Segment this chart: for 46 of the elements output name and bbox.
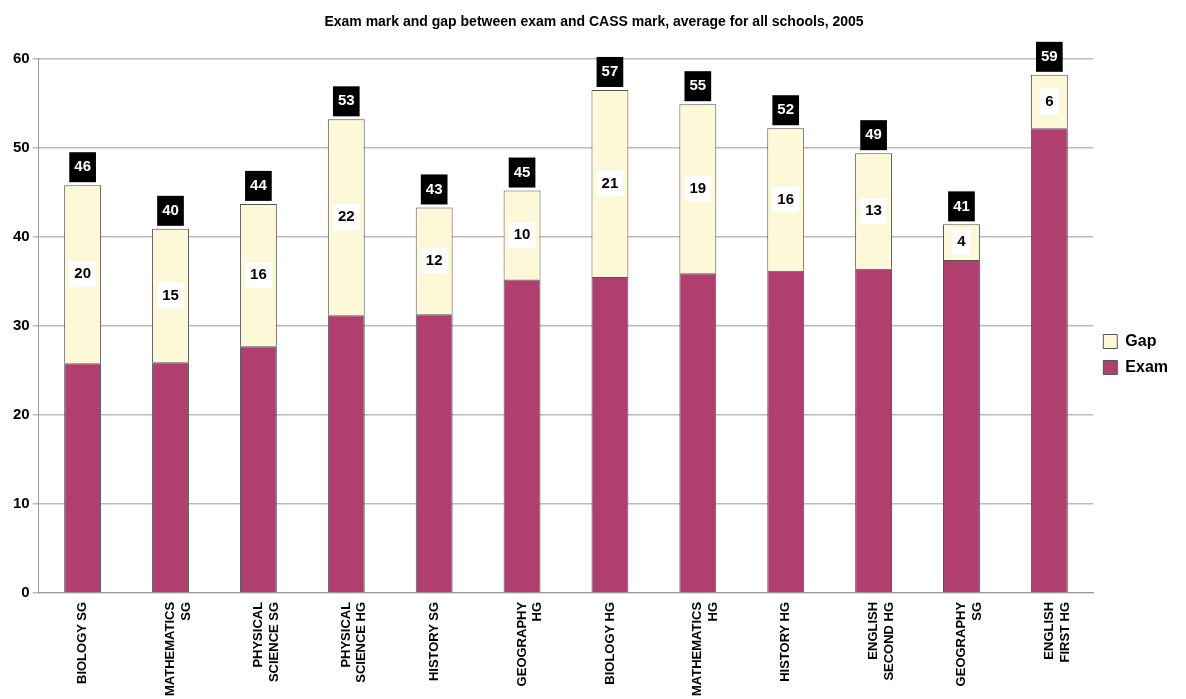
y-tick-label: 30 xyxy=(13,315,30,333)
legend-label: Gap xyxy=(1125,331,1157,349)
data-label: 12 xyxy=(425,251,443,268)
y-tick-label: 40 xyxy=(13,226,30,244)
x-tick-label: ENGLISH FIRST HG xyxy=(1040,601,1072,663)
total-label: 57 xyxy=(601,62,619,80)
x-tick-label: HISTORY HG xyxy=(777,601,793,682)
y-tick-label: 10 xyxy=(13,494,30,512)
y-tick-label: 20 xyxy=(13,405,30,422)
data-label: 15 xyxy=(162,285,179,303)
x-tick-label: BIOLOGY SG xyxy=(74,601,90,684)
y-tick-label: 60 xyxy=(13,48,30,66)
total-label: 45 xyxy=(513,162,531,180)
x-tick-label: PHYSICAL SCIENCE SG xyxy=(249,601,281,683)
data-label: 16 xyxy=(250,265,267,283)
chart-title: Exam mark and gap between exam and CASS mark, average for all schools, 2005 xyxy=(324,13,864,30)
x-tick-label: MATHEMATICS HG xyxy=(689,601,720,697)
total-label: 44 xyxy=(250,176,268,194)
total-label: 49 xyxy=(865,125,882,143)
data-label: 4 xyxy=(957,232,967,250)
total-label: 41 xyxy=(953,196,970,214)
total-label: 43 xyxy=(425,179,443,197)
data-label: 20 xyxy=(74,264,91,282)
total-label: 59 xyxy=(1041,46,1058,64)
data-label: 22 xyxy=(337,207,355,225)
data-label: 6 xyxy=(1045,91,1054,109)
data-label: 10 xyxy=(513,225,531,243)
x-tick-label: GEOGRAPHY HG xyxy=(513,601,545,687)
x-tick-label: GEOGRAPHY SG xyxy=(953,601,984,687)
total-label: 52 xyxy=(777,100,795,118)
total-label: 46 xyxy=(74,157,91,175)
total-label: 55 xyxy=(689,76,707,94)
y-tick-label: 0 xyxy=(21,583,30,601)
x-tick-label: BIOLOGY HG xyxy=(601,601,617,685)
x-tick-label: ENGLISH SECOND HG xyxy=(865,601,896,681)
data-label: 16 xyxy=(777,189,795,207)
x-tick-label: MATHEMATICS SG xyxy=(162,601,193,697)
legend-label: Exam xyxy=(1125,357,1169,375)
x-tick-label: HISTORY SG xyxy=(425,601,441,682)
total-label: 40 xyxy=(162,200,179,218)
data-label: 19 xyxy=(689,178,707,196)
data-label: 13 xyxy=(865,201,882,219)
data-label: 21 xyxy=(601,173,619,191)
x-tick-label: PHYSICAL SCIENCE HG xyxy=(337,601,369,683)
total-label: 53 xyxy=(337,91,355,109)
y-tick-label: 50 xyxy=(13,137,30,155)
